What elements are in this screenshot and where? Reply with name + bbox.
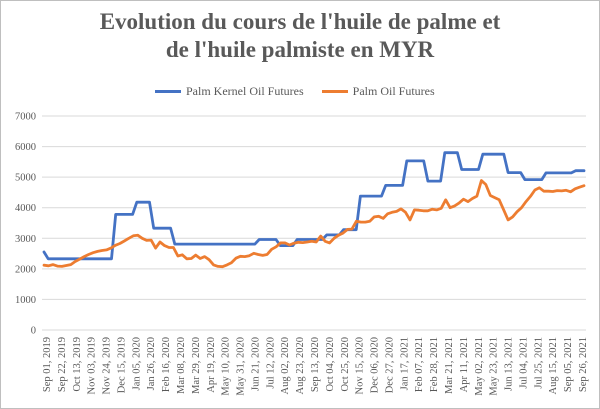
chart-title: Evolution du cours de l'huile de palme e… bbox=[0, 8, 600, 64]
chart-legend: Palm Kernel Oil Futures Palm Oil Futures bbox=[155, 84, 453, 99]
x-tick-label: Sep 13, 2020 bbox=[310, 337, 321, 392]
x-tick-label: Jun 21, 2020 bbox=[250, 337, 261, 391]
x-tick-label: Aug 15, 2021 bbox=[548, 337, 559, 394]
y-tick-label: 6000 bbox=[15, 142, 36, 153]
x-tick-label: Aug 02, 2020 bbox=[280, 337, 291, 394]
legend-label-palm-oil: Palm Oil Futures bbox=[352, 84, 435, 98]
x-tick-label: Jun 13, 2021 bbox=[504, 337, 515, 391]
x-tick-label: Mar 08, 2020 bbox=[176, 337, 187, 394]
x-tick-label: Oct 13, 2019 bbox=[72, 337, 83, 392]
legend-label-palm-kernel: Palm Kernel Oil Futures bbox=[186, 84, 304, 98]
x-tick-label: Mar 29, 2020 bbox=[191, 337, 202, 394]
x-tick-label: Nov 24, 2019 bbox=[102, 337, 113, 394]
y-tick-label: 3000 bbox=[15, 234, 36, 245]
x-tick-label: Jan 17, 2021 bbox=[399, 337, 410, 390]
x-tick-label: Sep 26, 2021 bbox=[578, 337, 589, 392]
x-tick-label: Aug 23, 2020 bbox=[295, 337, 306, 394]
y-tick-label: 7000 bbox=[15, 112, 36, 123]
y-tick-label: 2000 bbox=[15, 264, 36, 275]
x-tick-label: Jul 04, 2021 bbox=[518, 337, 529, 389]
x-tick-label: Sep 01, 2019 bbox=[42, 337, 53, 392]
chart-title-line-1: Evolution du cours de l'huile de palme e… bbox=[99, 9, 501, 34]
x-tick-label: Jan 05, 2020 bbox=[131, 337, 142, 390]
x-tick-label: Apr 19, 2020 bbox=[206, 337, 217, 393]
series-line-palm-oil bbox=[42, 179, 586, 269]
x-tick-label: Dec 27, 2020 bbox=[384, 337, 395, 393]
x-tick-label: May 31, 2020 bbox=[236, 337, 247, 396]
x-tick-label: Dec 06, 2020 bbox=[370, 337, 381, 393]
chart-title-line-2: de l'huile palmiste en MYR bbox=[165, 37, 435, 62]
legend-item-palm-oil: Palm Oil Futures bbox=[321, 84, 435, 99]
x-tick-label: May 10, 2020 bbox=[221, 337, 232, 396]
x-tick-label: Apr 11, 2021 bbox=[459, 337, 470, 392]
x-tick-label: Feb 28, 2021 bbox=[429, 337, 440, 392]
y-tick-label: 1000 bbox=[15, 295, 36, 306]
legend-swatch-palm-oil bbox=[321, 90, 348, 93]
x-tick-label: Sep 22, 2019 bbox=[57, 337, 68, 392]
x-tick-label: Oct 25, 2020 bbox=[340, 337, 351, 392]
x-tick-label: Oct 04, 2020 bbox=[325, 337, 336, 392]
x-tick-label: Dec 15, 2019 bbox=[116, 337, 127, 393]
y-tick-label: 0 bbox=[31, 326, 36, 337]
x-tick-label: Nov 15, 2020 bbox=[355, 337, 366, 394]
x-tick-label: Sep 05, 2021 bbox=[563, 337, 574, 392]
series-line-palm-kernel bbox=[42, 151, 586, 261]
x-tick-label: Jan 26, 2020 bbox=[146, 337, 157, 390]
x-tick-label: May 23, 2021 bbox=[489, 337, 500, 396]
legend-swatch-palm-kernel bbox=[155, 90, 181, 93]
x-tick-label: May 02, 2021 bbox=[474, 337, 485, 396]
legend-item-palm-kernel: Palm Kernel Oil Futures bbox=[155, 84, 304, 99]
x-tick-label: Mar 21, 2021 bbox=[444, 337, 455, 394]
x-tick-label: Jul 12, 2020 bbox=[265, 337, 276, 389]
y-tick-label: 4000 bbox=[15, 203, 36, 214]
x-tick-label: Feb 16, 2020 bbox=[161, 337, 172, 392]
x-tick-label: Jul 25, 2021 bbox=[533, 337, 544, 389]
x-tick-label: Feb 07, 2021 bbox=[414, 337, 425, 392]
y-tick-label: 5000 bbox=[15, 173, 36, 184]
x-tick-label: Nov 03, 2019 bbox=[87, 337, 98, 394]
